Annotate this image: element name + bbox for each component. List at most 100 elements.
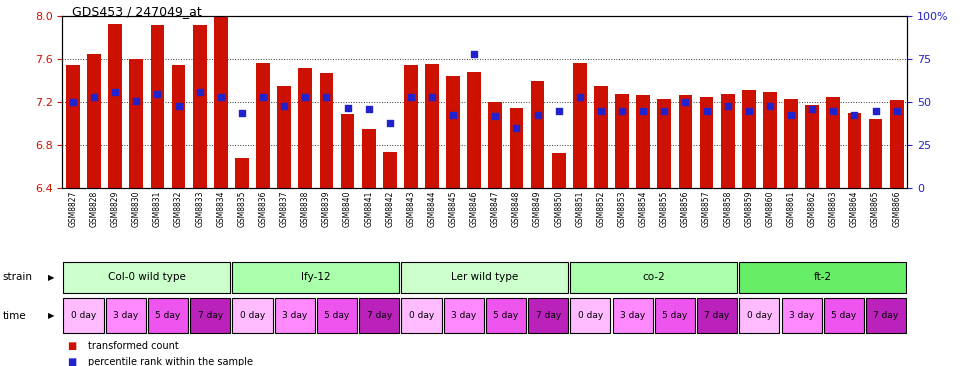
Bar — [489, 102, 502, 188]
Bar — [594, 86, 608, 188]
Text: GSM8846: GSM8846 — [469, 190, 479, 227]
Text: co-2: co-2 — [642, 272, 665, 282]
Bar — [63, 262, 230, 293]
Text: GSM8830: GSM8830 — [132, 190, 141, 227]
Point — [868, 108, 883, 114]
Point — [467, 51, 482, 57]
Bar — [570, 298, 611, 333]
Bar — [214, 16, 228, 188]
Point — [319, 94, 334, 100]
Text: 3 day: 3 day — [113, 311, 138, 320]
Text: GSM8829: GSM8829 — [110, 190, 120, 227]
Bar — [425, 64, 439, 188]
Bar — [256, 63, 270, 188]
Bar — [190, 298, 230, 333]
Bar — [66, 65, 80, 188]
Text: GSM8828: GSM8828 — [89, 190, 99, 227]
Text: 0 day: 0 day — [240, 311, 265, 320]
Point — [530, 112, 545, 117]
Text: GSM8865: GSM8865 — [871, 190, 880, 227]
Text: GSM8850: GSM8850 — [554, 190, 564, 227]
Bar — [700, 97, 713, 188]
Point — [678, 100, 693, 105]
Text: GSM8841: GSM8841 — [364, 190, 373, 227]
Bar — [359, 298, 399, 333]
Point — [614, 108, 630, 114]
Text: 5 day: 5 day — [831, 311, 856, 320]
Text: 7 day: 7 day — [367, 311, 392, 320]
Text: GSM8827: GSM8827 — [68, 190, 78, 227]
Text: 0 day: 0 day — [578, 311, 603, 320]
Bar — [721, 94, 734, 188]
Text: GSM8854: GSM8854 — [638, 190, 648, 227]
Bar — [320, 74, 333, 188]
Bar — [615, 94, 629, 188]
Point — [276, 103, 292, 109]
Point — [86, 94, 102, 100]
Point — [657, 108, 672, 114]
Text: GSM8847: GSM8847 — [491, 190, 500, 227]
Bar — [658, 99, 671, 188]
Bar — [866, 298, 906, 333]
Point — [192, 89, 207, 95]
Point — [150, 91, 165, 97]
Bar — [679, 95, 692, 188]
Bar — [277, 86, 291, 188]
Point — [171, 103, 186, 109]
Bar — [108, 24, 122, 188]
Point — [889, 108, 904, 114]
Text: ■: ■ — [67, 357, 77, 366]
Bar — [401, 298, 442, 333]
Text: 3 day: 3 day — [620, 311, 645, 320]
Text: GSM8831: GSM8831 — [153, 190, 162, 227]
Point — [762, 103, 778, 109]
Text: transformed count: transformed count — [88, 341, 180, 351]
Text: 5 day: 5 day — [324, 311, 349, 320]
Bar — [531, 81, 544, 188]
Text: GSM8855: GSM8855 — [660, 190, 669, 227]
Text: GSM8853: GSM8853 — [617, 190, 627, 227]
Bar — [232, 298, 273, 333]
Text: strain: strain — [3, 272, 33, 282]
Text: GSM8842: GSM8842 — [385, 190, 395, 227]
Point — [445, 112, 461, 117]
Text: GSM8856: GSM8856 — [681, 190, 690, 227]
Text: GSM8840: GSM8840 — [343, 190, 352, 227]
Bar — [528, 298, 568, 333]
Text: GSM8839: GSM8839 — [322, 190, 331, 227]
Bar — [383, 152, 396, 188]
Text: lfy-12: lfy-12 — [301, 272, 330, 282]
Bar — [275, 298, 315, 333]
Bar — [805, 105, 819, 188]
Point — [129, 98, 144, 104]
Text: Col-0 wild type: Col-0 wild type — [108, 272, 186, 282]
Text: 0 day: 0 day — [71, 311, 96, 320]
Text: percentile rank within the sample: percentile rank within the sample — [88, 357, 253, 366]
Bar — [612, 298, 653, 333]
Text: GSM8859: GSM8859 — [744, 190, 754, 227]
Bar — [172, 65, 185, 188]
Point — [741, 108, 756, 114]
Point — [234, 110, 250, 116]
Bar — [468, 72, 481, 188]
Text: Ler wild type: Ler wild type — [451, 272, 518, 282]
Bar — [824, 298, 864, 333]
Bar — [446, 76, 460, 188]
Bar — [655, 298, 695, 333]
Point — [65, 100, 81, 105]
Bar — [193, 25, 206, 188]
Point — [593, 108, 609, 114]
Text: ▶: ▶ — [48, 273, 55, 282]
Text: GSM8833: GSM8833 — [195, 190, 204, 227]
Point — [424, 94, 440, 100]
Point — [488, 113, 503, 119]
Bar — [404, 65, 418, 188]
Text: 7 day: 7 day — [198, 311, 223, 320]
Point — [340, 105, 355, 111]
Bar — [784, 99, 798, 188]
Text: GSM8832: GSM8832 — [174, 190, 183, 227]
Bar — [552, 153, 565, 188]
Bar — [636, 95, 650, 188]
Point — [783, 112, 799, 117]
Point — [847, 112, 862, 117]
